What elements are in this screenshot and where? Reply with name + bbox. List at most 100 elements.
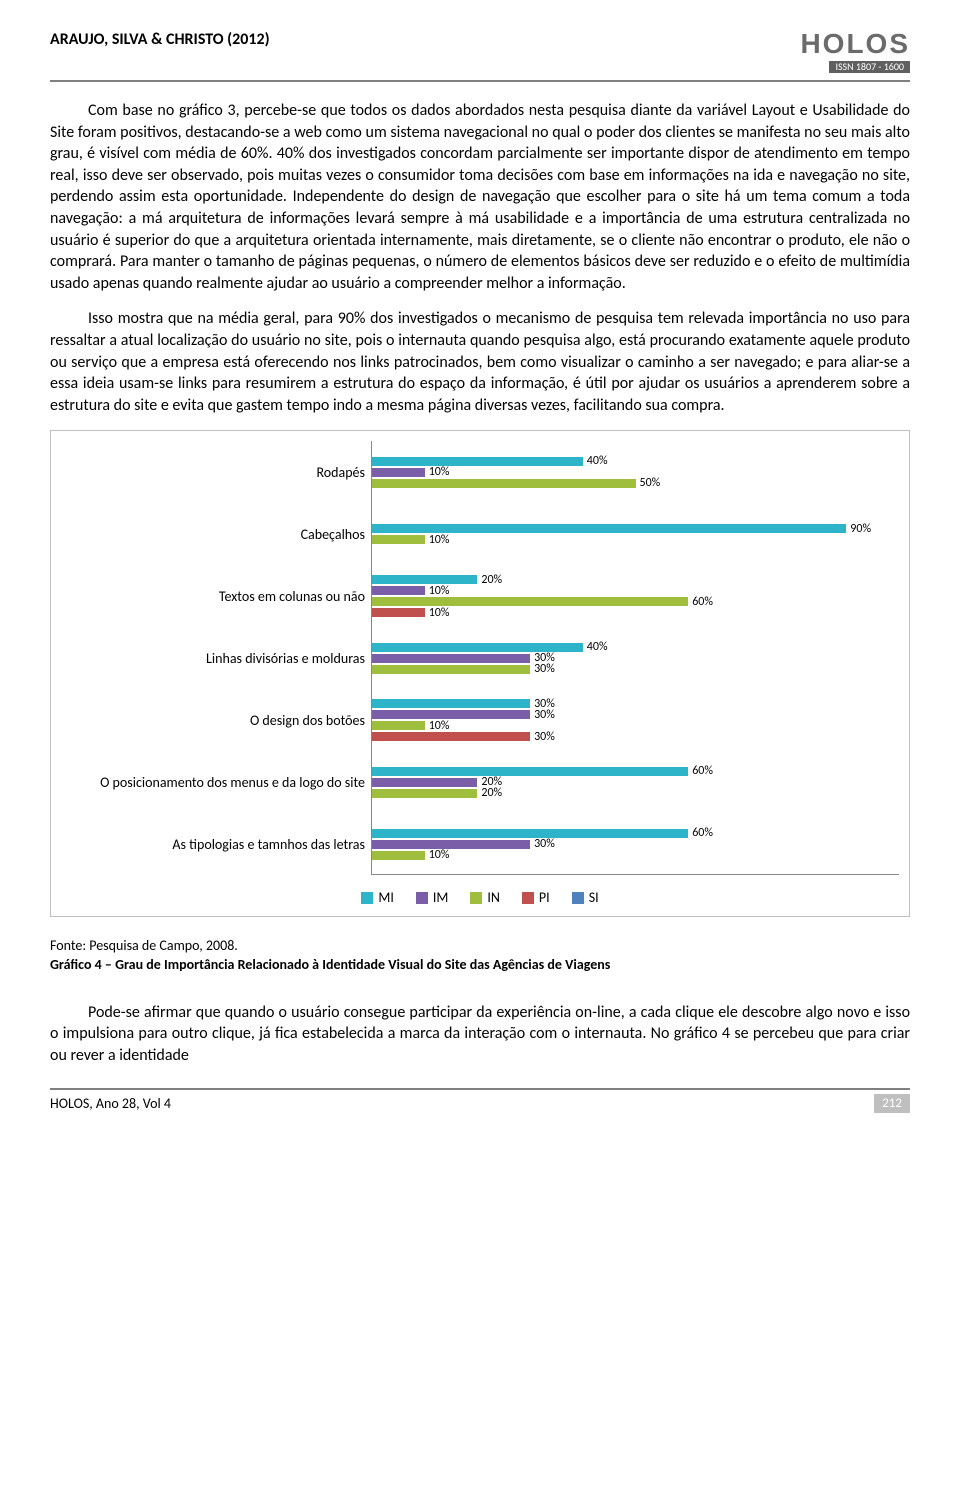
authors-line: ARAUJO, SILVA & CHRISTO (2012): [50, 30, 270, 49]
bar: [372, 699, 530, 708]
bar-row: 10%: [372, 608, 899, 618]
legend-item: IN: [470, 889, 500, 906]
journal-name: HOLOS: [800, 30, 910, 58]
bar-row: 60%: [372, 597, 899, 607]
legend-swatch: [470, 892, 482, 904]
bar-value: 50%: [640, 476, 661, 490]
bar-group: 60%30% 10%: [372, 813, 899, 875]
paragraph-1: Com base no gráfico 3, percebe-se que to…: [50, 100, 910, 294]
bar-row: 60%: [372, 828, 899, 838]
legend-item: PI: [522, 889, 550, 906]
body-text: Com base no gráfico 3, percebe-se que to…: [50, 100, 910, 416]
bar-value: 30%: [534, 662, 555, 676]
bar-row: 30%: [372, 653, 899, 663]
page-footer: HOLOS, Ano 28, Vol 4 212: [50, 1088, 910, 1113]
bar-row: 40%: [372, 642, 899, 652]
bar-row: 40%: [372, 456, 899, 466]
bar-row: 50%: [372, 478, 899, 488]
bar-value: 30%: [534, 708, 555, 722]
bar-row: 10%: [372, 721, 899, 731]
bar-row: 10%: [372, 535, 899, 545]
legend-item: SI: [572, 889, 599, 906]
bar: [372, 840, 530, 849]
plot-inner: 40%10%50%90%10%20%10%60%10%40%30%30%30%3…: [372, 441, 899, 875]
bar-value: 10%: [429, 533, 450, 547]
category-label: Rodapés: [61, 441, 371, 503]
bar-row: 20%: [372, 575, 899, 585]
bar: [372, 654, 530, 663]
bar-value: 10%: [429, 848, 450, 862]
bar-row: 30%: [372, 664, 899, 674]
bar: [372, 732, 530, 741]
category-label: Textos em colunas ou não: [61, 565, 371, 627]
legend-swatch: [416, 892, 428, 904]
bar-value: 60%: [692, 764, 713, 778]
bar-row: 20%: [372, 788, 899, 798]
legend-label: IN: [487, 889, 500, 906]
bar: [372, 457, 583, 466]
bar-value: 40%: [587, 454, 608, 468]
page: ARAUJO, SILVA & CHRISTO (2012) HOLOS ISS…: [0, 0, 960, 1133]
bar-row: 20%: [372, 777, 899, 787]
bar-row: 30%: [372, 710, 899, 720]
bar: [372, 479, 636, 488]
bar-value: 10%: [429, 606, 450, 620]
category-label: O posicionamento dos menus e da logo do …: [61, 751, 371, 813]
legend-label: PI: [539, 889, 550, 906]
chart-area: RodapésCabeçalhosTextos em colunas ou nã…: [61, 441, 899, 875]
bar: [372, 789, 477, 798]
bar: [372, 575, 477, 584]
chart-caption: Fonte: Pesquisa de Campo, 2008. Gráfico …: [50, 937, 910, 973]
bar-value: 10%: [429, 584, 450, 598]
bar-row: 60%: [372, 766, 899, 776]
bar-group: 40%30%30%: [372, 627, 899, 689]
bar: [372, 597, 688, 606]
bar-row: 10%: [372, 586, 899, 596]
bar-row: 30%: [372, 839, 899, 849]
y-axis-labels: RodapésCabeçalhosTextos em colunas ou nã…: [61, 441, 371, 875]
plot-area: 40%10%50%90%10%20%10%60%10%40%30%30%30%3…: [371, 441, 899, 875]
paragraph-2: Isso mostra que na média geral, para 90%…: [50, 308, 910, 416]
bar: [372, 829, 688, 838]
category-label: O design dos botões: [61, 689, 371, 751]
page-number: 212: [874, 1094, 910, 1113]
bar-group: 20% 10%60%10%: [372, 565, 899, 627]
legend-item: MI: [361, 889, 394, 906]
body-text-after: Pode-se afirmar que quando o usuário con…: [50, 1002, 910, 1067]
legend: MI IM IN PI SI: [61, 889, 899, 906]
legend-label: MI: [378, 889, 394, 906]
legend-swatch: [522, 892, 534, 904]
caption-title: Gráfico 4 – Grau de Importância Relacion…: [50, 956, 910, 974]
bar-value: 40%: [587, 640, 608, 654]
chart-container: RodapésCabeçalhosTextos em colunas ou nã…: [50, 430, 910, 917]
bar: [372, 721, 425, 730]
bar-row: 10%: [372, 467, 899, 477]
journal-logo: HOLOS ISSN 1807 - 1600: [800, 30, 910, 74]
bar-value: 30%: [534, 730, 555, 744]
bar-row: 30%: [372, 699, 899, 709]
bar-value: 20%: [481, 573, 502, 587]
bar-value: 90%: [850, 522, 871, 536]
legend-label: IM: [433, 889, 449, 906]
bar-value: 30%: [534, 837, 555, 851]
bar-row: 90%: [372, 524, 899, 534]
bar: [372, 710, 530, 719]
bar: [372, 535, 425, 544]
bar-value: 10%: [429, 719, 450, 733]
legend-swatch: [361, 892, 373, 904]
footer-left: HOLOS, Ano 28, Vol 4: [50, 1095, 171, 1112]
bar: [372, 468, 425, 477]
bar-row: 10%: [372, 850, 899, 860]
bar: [372, 778, 477, 787]
bar: [372, 767, 688, 776]
category-label: Cabeçalhos: [61, 503, 371, 565]
bar-group: 40% 10% 50%: [372, 441, 899, 503]
page-header: ARAUJO, SILVA & CHRISTO (2012) HOLOS ISS…: [50, 30, 910, 82]
bar-value: 10%: [429, 465, 450, 479]
issn-label: ISSN 1807 - 1600: [829, 61, 910, 73]
bar: [372, 608, 425, 617]
caption-source: Fonte: Pesquisa de Campo, 2008.: [50, 937, 910, 955]
category-label: Linhas divisórias e molduras: [61, 627, 371, 689]
legend-swatch: [572, 892, 584, 904]
bar-value: 20%: [481, 786, 502, 800]
